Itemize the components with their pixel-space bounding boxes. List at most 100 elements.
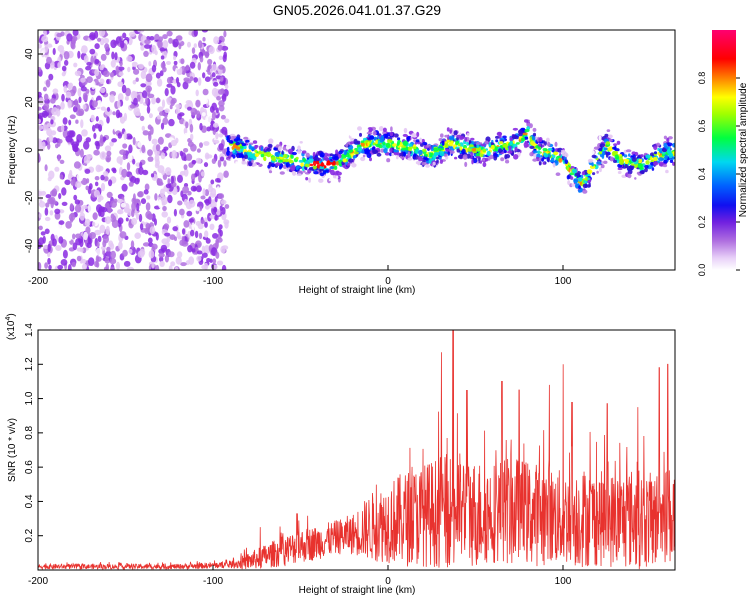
spectrogram-signal-cell [623, 158, 630, 162]
spectrogram-signal-cell [335, 149, 339, 155]
spectrogram-noise-cell [141, 144, 146, 154]
spectrogram-noise-cell [68, 213, 76, 222]
spectrogram-signal-cell [308, 167, 314, 171]
spectrogram-noise-cell [147, 149, 153, 157]
spectrogram-noise-cell [156, 181, 164, 186]
spectrogram-noise-cell [161, 211, 168, 218]
snr-ytick-label: 1.4 [24, 323, 35, 337]
spectrogram-signal-cell [334, 165, 338, 170]
spectrogram-noise-cell [137, 94, 141, 102]
spectrogram-noise-cell [91, 221, 96, 227]
spectrogram-noise-cell [80, 119, 84, 129]
spectrogram-signal-cell [244, 154, 248, 160]
spectrogram-signal-cell [261, 165, 265, 170]
spectrogram-signal-cell [386, 158, 391, 163]
spectrogram-noise-cell [116, 261, 120, 270]
spectrogram-signal-cell [399, 159, 403, 165]
spectrogram-noise-cell [219, 80, 226, 86]
spectrogram-signal-cell [406, 136, 410, 142]
spectrogram-noise-cell [147, 237, 153, 244]
spectrogram-noise-cell [157, 106, 164, 113]
spectrogram-noise-cell [202, 88, 209, 96]
spectrogram-signal-cell [230, 157, 234, 163]
spectrogram-signal-cell [600, 161, 604, 165]
spectrogram-noise-cell [108, 179, 113, 187]
spectrogram-signal-cell [449, 150, 455, 154]
spectrogram-noise-cell [212, 139, 220, 144]
spectrogram-signal-cell [627, 169, 633, 175]
spectrogram-signal-cell [300, 162, 304, 167]
spectrogram-noise-cell [216, 186, 220, 194]
spectrogram-noise-cell [148, 250, 155, 259]
spectrogram-signal-cell [514, 146, 518, 152]
spectrogram-noise-cell [42, 235, 46, 244]
spectrogram-noise-cell [50, 119, 54, 125]
spectrogram-signal-cell [299, 141, 303, 144]
spectrogram-signal-cell [373, 149, 379, 154]
spectrogram-signal-cell [432, 154, 437, 160]
spectrogram-noise-cell [219, 76, 224, 82]
spectrogram-noise-cell [167, 178, 171, 185]
spectrogram-noise-cell [175, 35, 183, 41]
spectrogram-signal-cell [407, 151, 411, 158]
spectrogram-signal-cell [602, 151, 606, 156]
spectrogram-noise-cell [117, 209, 122, 215]
spectrogram-noise-cell [154, 149, 160, 156]
spectrogram-signal-cell [542, 161, 546, 165]
spectrogram-noise-cell [201, 252, 208, 258]
spectrogram-signal-cell [613, 143, 618, 147]
spectrogram-noise-cell [69, 114, 76, 119]
spectrogram-signal-cell [402, 133, 408, 137]
spectrogram-noise-cell [117, 93, 124, 102]
spectrogram-signal-cell [268, 170, 273, 174]
spectrogram-noise-cell [106, 106, 111, 112]
spectrogram-noise-cell [113, 198, 118, 203]
colorbar-label: Normalized spectral amplitude [738, 82, 749, 217]
spectrogram-signal-cell [291, 164, 296, 169]
spectrogram-noise-cell [89, 232, 96, 239]
spectrogram-signal-cell [577, 177, 583, 182]
spectrogram-noise-cell [127, 135, 133, 140]
spectrogram-signal-cell [446, 127, 450, 132]
spectrogram-signal-cell [318, 178, 324, 183]
spectrogram-noise-cell [78, 40, 82, 50]
spectrogram-noise-cell [213, 36, 220, 45]
spectrogram-signal-cell [403, 127, 408, 134]
spectrogram-noise-cell [215, 240, 219, 249]
spectrogram-signal-cell [653, 161, 659, 166]
spectrogram-signal-cell [369, 135, 375, 140]
spectrogram-signal-cell [499, 141, 504, 145]
spectrogram-noise-cell [218, 104, 225, 112]
spectrogram-signal-cell [665, 169, 669, 174]
spectrogram-noise-cell [76, 134, 83, 143]
spectrogram-signal-cell [617, 167, 623, 171]
spectrogram-signal-cell [353, 138, 358, 145]
spectrogram-signal-cell [449, 129, 452, 134]
spectrogram-noise-cell [190, 143, 197, 152]
spectrogram-noise-cell [93, 189, 101, 198]
spectrogram-signal-cell [366, 131, 372, 135]
spectrogram-noise-cell [84, 168, 91, 174]
spectrogram-noise-cell [178, 43, 182, 50]
spectrogram-noise-cell [210, 188, 217, 196]
spectrogram-noise-cell [44, 207, 49, 216]
spectrogram-noise-cell [155, 72, 161, 79]
spectrogram-noise-cell [203, 245, 211, 254]
spectrogram-noise-cell [83, 140, 90, 150]
spectrogram-signal-cell [396, 155, 399, 160]
spectrogram-noise-cell [128, 31, 136, 37]
spectrogram-noise-cell [117, 66, 125, 71]
spectrogram-signal-cell [645, 160, 650, 165]
spectrogram-signal-cell [279, 171, 285, 175]
spectrogram-signal-cell [378, 144, 383, 149]
spectrogram-signal-cell [436, 159, 439, 163]
spectrogram-noise-cell [204, 98, 209, 104]
spectrogram-noise-cell [117, 100, 121, 109]
spectrogram-signal-cell [529, 123, 533, 129]
spectrogram-noise-cell [52, 47, 56, 56]
spectrogram-signal-cell [439, 159, 443, 164]
spectrogram-noise-cell [212, 122, 219, 128]
spectrogram-noise-cell [105, 225, 110, 235]
spectrogram-noise-cell [93, 149, 100, 156]
spectrogram-noise-cell [96, 241, 100, 248]
